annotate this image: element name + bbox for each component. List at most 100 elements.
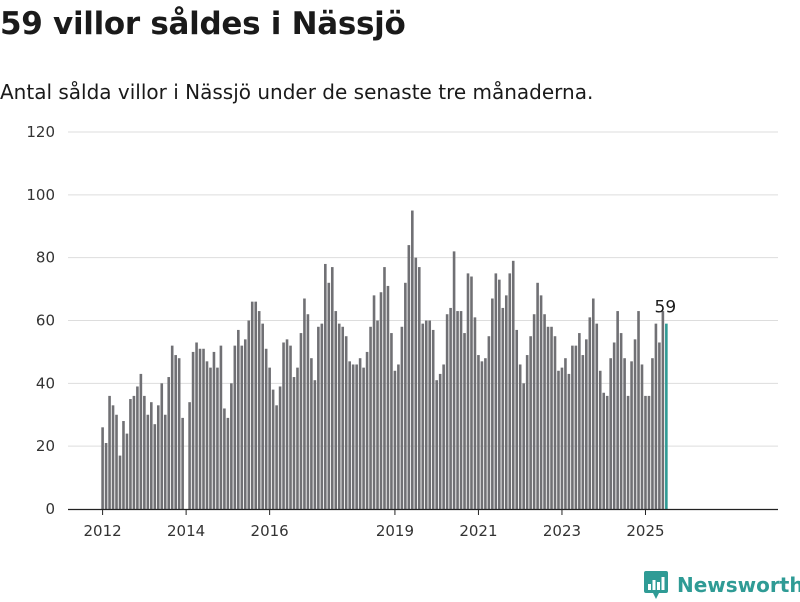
annotations: 59	[655, 298, 677, 318]
bar	[571, 345, 574, 509]
y-axis: 0 20 40 60 80 100 120	[26, 123, 55, 518]
bar	[163, 414, 167, 509]
bar	[320, 323, 324, 509]
bar	[324, 263, 327, 509]
bar	[543, 314, 546, 509]
bar	[202, 348, 205, 509]
bar	[605, 395, 609, 509]
bar	[504, 295, 508, 509]
bar	[393, 370, 397, 509]
bar	[285, 339, 289, 509]
bar	[581, 355, 585, 509]
bar	[473, 317, 477, 509]
bar	[383, 267, 386, 509]
bar	[623, 358, 626, 509]
bar	[351, 364, 355, 509]
y-tick-label: 80	[36, 249, 55, 267]
bar	[233, 345, 237, 509]
bar	[456, 311, 459, 509]
bar	[421, 323, 425, 509]
bar	[424, 320, 428, 509]
bar	[591, 298, 595, 509]
bar	[459, 311, 463, 509]
bar	[658, 342, 661, 509]
x-tick-label: 2019	[376, 522, 414, 540]
bar	[191, 351, 195, 509]
bar	[261, 323, 264, 509]
bar	[407, 245, 411, 509]
bar	[445, 314, 449, 509]
x-tick-label: 2021	[459, 522, 497, 540]
bar	[212, 351, 216, 509]
bar	[250, 301, 254, 509]
bar	[522, 383, 525, 509]
bar	[167, 377, 171, 509]
bar	[588, 317, 592, 509]
x-tick-label: 2014	[167, 522, 205, 540]
bar	[661, 311, 665, 509]
bar	[223, 408, 226, 509]
bar	[470, 276, 473, 509]
bar	[143, 395, 146, 509]
y-tick-label: 60	[36, 312, 55, 330]
bar	[344, 336, 348, 509]
bar	[264, 348, 268, 509]
bar	[442, 364, 445, 509]
bar	[240, 345, 244, 509]
bar	[153, 424, 157, 509]
bar	[466, 273, 470, 510]
bar	[525, 355, 529, 509]
bar	[379, 292, 383, 509]
bar	[452, 251, 456, 509]
bar	[306, 314, 310, 509]
bar	[550, 326, 553, 509]
bar	[595, 323, 599, 509]
bar	[146, 414, 150, 509]
bar	[498, 279, 501, 509]
bar	[254, 301, 258, 509]
bar	[247, 320, 251, 509]
bar	[230, 383, 233, 509]
x-axis: 2012 2014 2016 2019 2021 2023 2025	[68, 508, 778, 540]
highlight-bar	[665, 323, 668, 509]
bar	[317, 326, 320, 509]
bar	[431, 329, 435, 509]
bar	[198, 348, 202, 509]
bar	[125, 433, 129, 509]
bar	[477, 355, 480, 509]
newsworthy-logo[interactable]: Newsworthy	[643, 568, 800, 602]
bar	[633, 339, 637, 509]
brand-name: Newsworthy	[677, 573, 800, 597]
bar	[275, 405, 278, 509]
bar	[532, 314, 536, 509]
bar	[115, 414, 118, 509]
bar	[216, 367, 219, 510]
bar	[414, 257, 418, 509]
bar	[511, 260, 515, 509]
bar	[205, 361, 209, 509]
bar	[560, 367, 564, 510]
bar	[237, 329, 240, 509]
bar	[132, 395, 136, 509]
bar	[150, 402, 153, 509]
bar	[487, 336, 491, 509]
bar	[567, 373, 571, 509]
y-tick-label: 100	[26, 186, 55, 204]
bar	[122, 421, 125, 509]
bar	[428, 320, 432, 509]
bar	[296, 367, 299, 510]
bar	[616, 311, 619, 509]
data-label: 59	[655, 298, 677, 318]
bar	[578, 333, 581, 509]
bars	[101, 210, 668, 510]
bar	[330, 267, 334, 509]
bar	[557, 370, 560, 509]
bar	[268, 367, 271, 510]
bar	[501, 307, 505, 509]
x-tick-label: 2023	[543, 522, 581, 540]
bar	[438, 373, 442, 509]
bar	[355, 364, 358, 509]
bar	[640, 364, 644, 509]
newsworthy-logo-icon	[644, 571, 668, 599]
